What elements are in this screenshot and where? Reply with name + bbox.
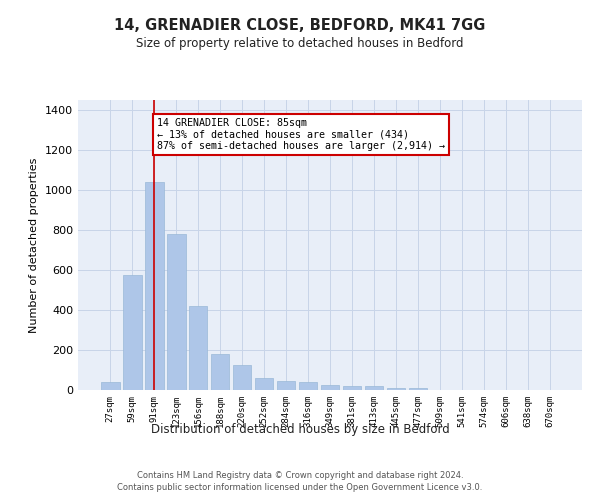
Bar: [320, 385, 340, 390]
Bar: [409, 388, 427, 390]
Bar: [211, 354, 229, 390]
Text: 14, GRENADIER CLOSE, BEDFORD, MK41 7GG: 14, GRENADIER CLOSE, BEDFORD, MK41 7GG: [115, 18, 485, 32]
Bar: [386, 388, 405, 390]
Text: Size of property relative to detached houses in Bedford: Size of property relative to detached ho…: [136, 38, 464, 51]
Bar: [123, 275, 142, 390]
Bar: [189, 306, 208, 390]
Bar: [299, 382, 317, 390]
Text: Contains HM Land Registry data © Crown copyright and database right 2024.: Contains HM Land Registry data © Crown c…: [137, 471, 463, 480]
Bar: [167, 234, 185, 390]
Text: 14 GRENADIER CLOSE: 85sqm
← 13% of detached houses are smaller (434)
87% of semi: 14 GRENADIER CLOSE: 85sqm ← 13% of detac…: [157, 118, 445, 151]
Bar: [145, 182, 164, 390]
Y-axis label: Number of detached properties: Number of detached properties: [29, 158, 40, 332]
Bar: [343, 386, 361, 390]
Text: Contains public sector information licensed under the Open Government Licence v3: Contains public sector information licen…: [118, 484, 482, 492]
Text: Distribution of detached houses by size in Bedford: Distribution of detached houses by size …: [151, 422, 449, 436]
Bar: [255, 378, 274, 390]
Bar: [277, 381, 295, 390]
Bar: [101, 382, 119, 390]
Bar: [365, 386, 383, 390]
Bar: [233, 365, 251, 390]
